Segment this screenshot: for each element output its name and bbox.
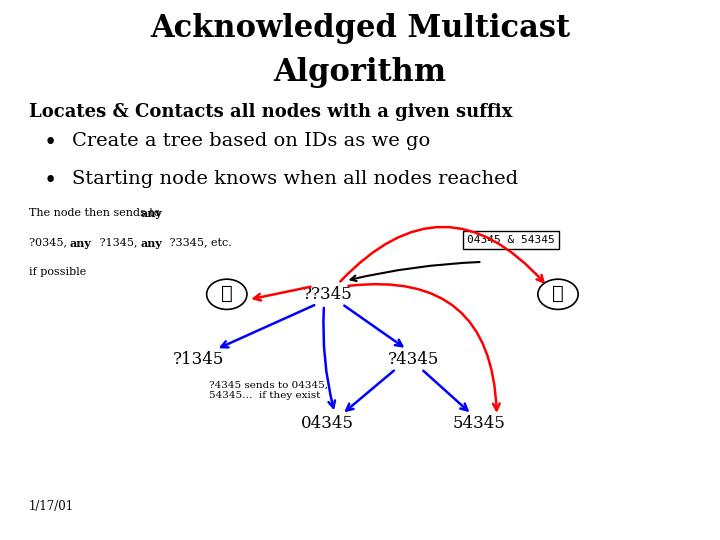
Text: 54345: 54345 xyxy=(452,415,505,433)
Text: any: any xyxy=(140,238,162,248)
Text: ∅: ∅ xyxy=(221,285,233,303)
Text: ?0345,: ?0345, xyxy=(29,238,71,248)
Text: if possible: if possible xyxy=(29,267,86,278)
Text: any: any xyxy=(70,238,91,248)
Text: The node then sends to: The node then sends to xyxy=(29,208,163,218)
Text: ∅: ∅ xyxy=(552,285,564,303)
Text: 1/17/01: 1/17/01 xyxy=(29,500,74,513)
Text: Locates & Contacts all nodes with a given suffix: Locates & Contacts all nodes with a give… xyxy=(29,103,512,120)
Text: Starting node knows when all nodes reached: Starting node knows when all nodes reach… xyxy=(72,170,518,188)
Text: ??345: ??345 xyxy=(302,286,353,303)
Text: ?3345, etc.: ?3345, etc. xyxy=(166,238,231,248)
Text: ?4345 sends to 04345,
54345…  if they exist: ?4345 sends to 04345, 54345… if they exi… xyxy=(209,381,328,400)
Text: ?4345: ?4345 xyxy=(388,350,440,368)
Text: Acknowledged Multicast: Acknowledged Multicast xyxy=(150,14,570,44)
Text: •: • xyxy=(43,132,56,154)
Text: Create a tree based on IDs as we go: Create a tree based on IDs as we go xyxy=(72,132,431,150)
Text: 04345: 04345 xyxy=(301,415,354,433)
Text: ?1345: ?1345 xyxy=(172,350,224,368)
Text: ?1345,: ?1345, xyxy=(96,238,141,248)
Text: any: any xyxy=(140,208,162,219)
Text: Algorithm: Algorithm xyxy=(274,57,446,87)
Text: 04345 & 54345: 04345 & 54345 xyxy=(467,235,555,245)
Text: •: • xyxy=(43,170,56,192)
